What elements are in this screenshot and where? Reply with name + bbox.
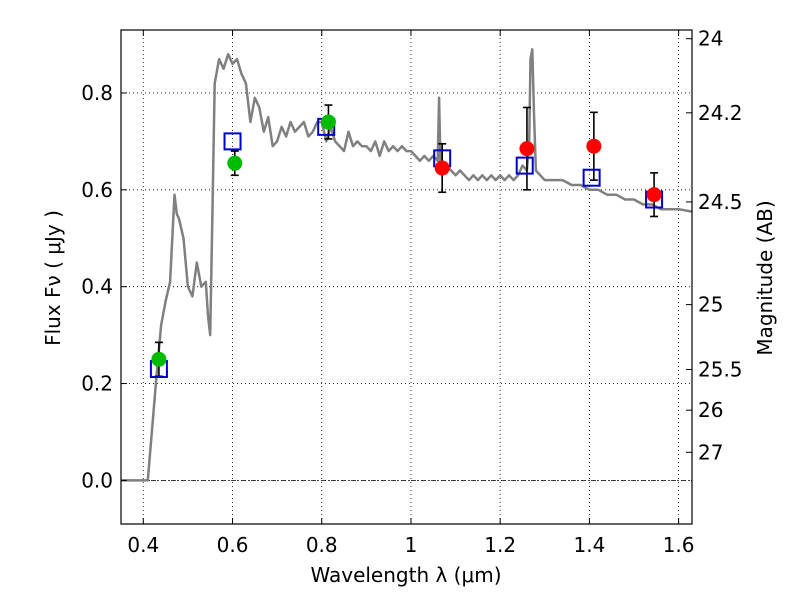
axis-ticks xyxy=(121,30,692,524)
x-tick-label: 0.4 xyxy=(127,533,159,557)
x-tick-label: 1 xyxy=(405,533,418,557)
sed-template-line xyxy=(121,48,693,482)
right-tick-label: 25 xyxy=(698,293,723,317)
x-tick-label: 1.2 xyxy=(484,533,516,557)
model-photometry-square xyxy=(582,168,601,187)
plot-frame xyxy=(120,29,693,525)
right-tick-label: 24 xyxy=(698,27,723,51)
right-tick-label: 24.2 xyxy=(698,101,743,125)
y-tick-label: 0.6 xyxy=(81,178,113,202)
right-tick-label: 25.5 xyxy=(698,358,743,382)
y-tick-label: 0.0 xyxy=(81,468,113,492)
green-data-point xyxy=(227,155,243,171)
green-data-point xyxy=(320,114,336,130)
red-data-point xyxy=(586,138,602,154)
x-tick-label: 1.6 xyxy=(663,533,695,557)
x-axis-label: Wavelength λ (μm) xyxy=(310,563,501,587)
x-tick-label: 0.8 xyxy=(306,533,338,557)
red-data-point xyxy=(434,160,450,176)
sed-curve-layer xyxy=(121,48,693,482)
red-data-point xyxy=(519,141,535,157)
data-points-layer xyxy=(149,104,664,379)
grid-lines xyxy=(121,30,692,524)
y-tick-label: 0.4 xyxy=(81,275,113,299)
green-data-point xyxy=(151,351,167,367)
tick-labels: 0.4 0.6 0.8 1 1.2 1.4 1.6 0.0 0.2 0.4 0.6 0.8 24 24.2… xyxy=(81,27,742,557)
model-photometry-square xyxy=(515,156,534,175)
right-tick-label: 26 xyxy=(698,398,723,422)
x-tick-label: 1.4 xyxy=(573,533,605,557)
y-tick-label: 0.8 xyxy=(81,81,113,105)
model-photometry-square xyxy=(223,132,242,151)
y-axis-label-right: Magnitude (AB) xyxy=(753,200,777,355)
red-data-point xyxy=(646,187,662,203)
right-tick-label: 27 xyxy=(698,440,723,464)
x-tick-label: 0.6 xyxy=(217,533,249,557)
y-axis-label-left: Flux Fν ( μJy ) xyxy=(41,210,65,346)
y-tick-label: 0.2 xyxy=(81,372,113,396)
right-tick-label: 24.5 xyxy=(698,190,743,214)
